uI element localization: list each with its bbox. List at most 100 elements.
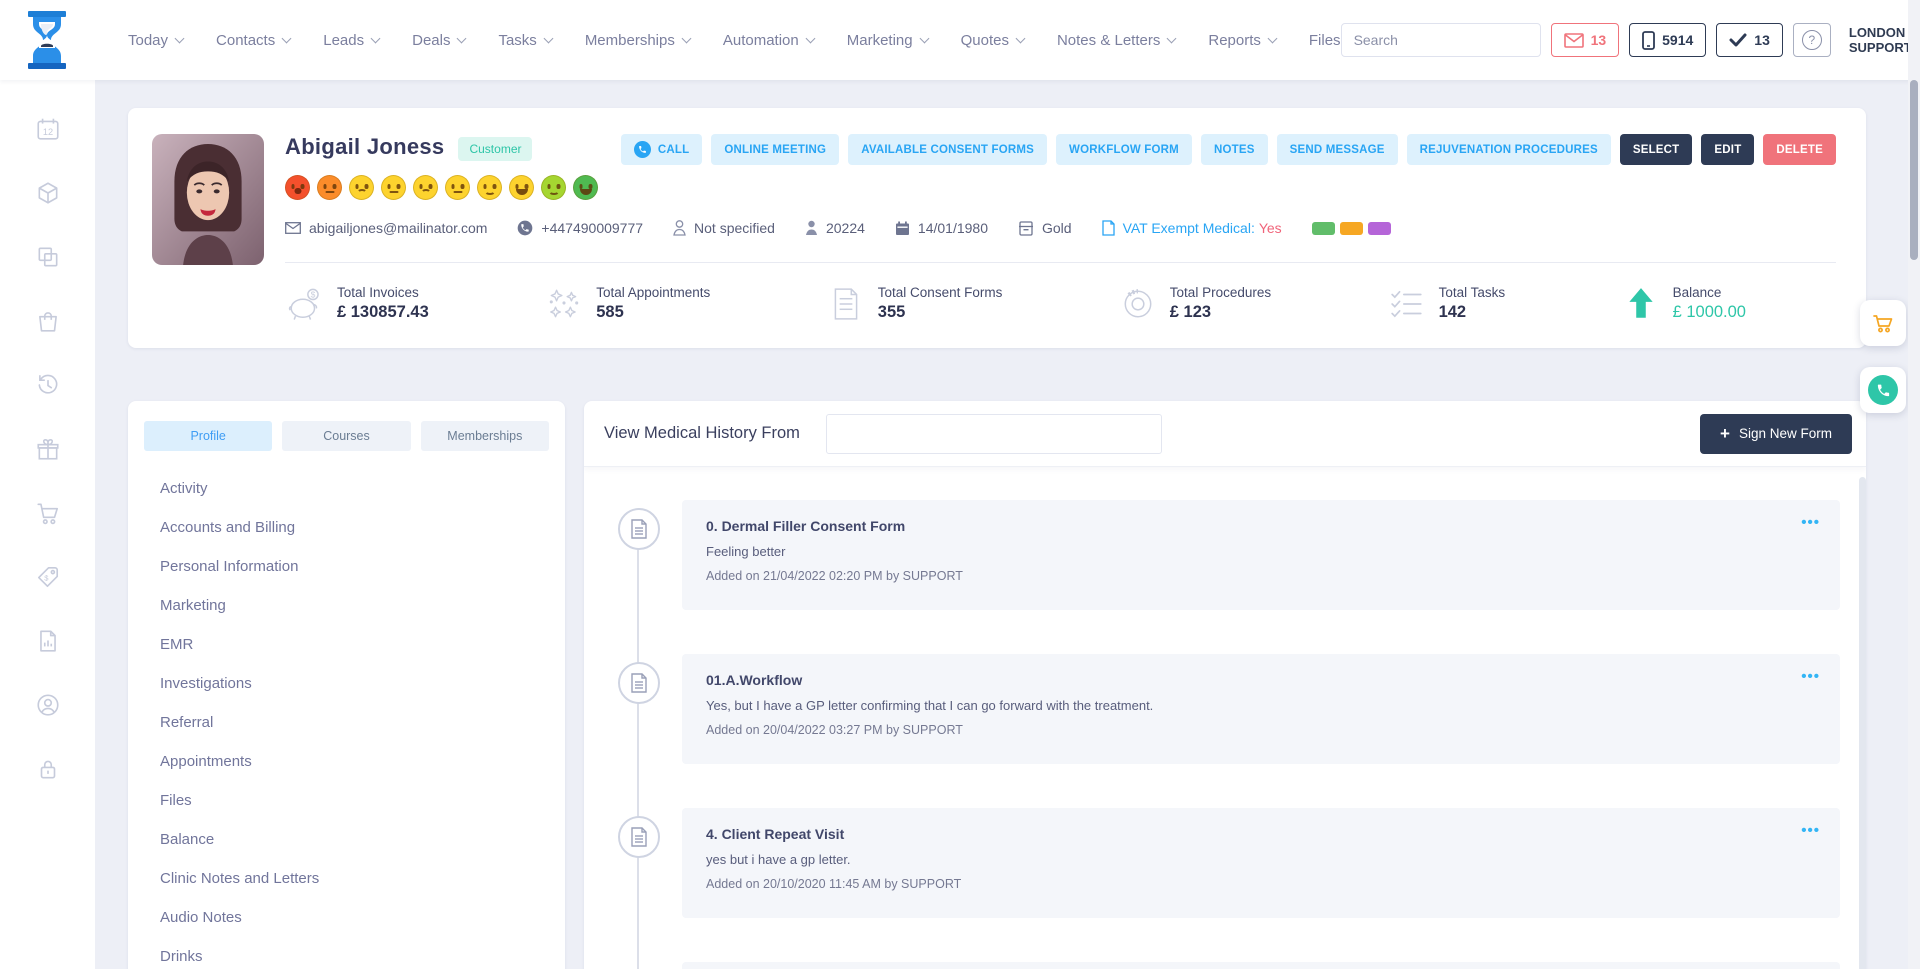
profile-menu: Activity Accounts and Billing Personal I… (144, 469, 549, 969)
chevron-down-icon (543, 33, 554, 43)
history-card[interactable]: 01.A.Workflow ••• Yes, but I have a GP l… (682, 654, 1840, 764)
duplicate-icon[interactable] (35, 244, 61, 270)
nav-deals[interactable]: Deals (412, 32, 467, 49)
nav-contacts[interactable]: Contacts (216, 32, 292, 49)
history-card[interactable]: 4. Client Repeat Visit ••• yes but i hav… (682, 808, 1840, 918)
floating-cart-button[interactable] (1860, 300, 1906, 346)
search-input[interactable] (1341, 32, 1540, 48)
price-tag-icon[interactable]: $ (35, 564, 61, 590)
available-consent-forms-button[interactable]: AVAILABLE CONSENT FORMS (848, 134, 1048, 165)
client-email[interactable]: abigailjones@mailinator.com (285, 220, 487, 236)
client-photo[interactable] (152, 134, 264, 265)
timeline-entry: 01.A.Workflow ••• Yes, but I have a GP l… (618, 654, 1840, 764)
scrollbar-thumb[interactable] (1910, 80, 1918, 260)
lock-icon[interactable] (35, 756, 61, 782)
edit-button[interactable]: EDIT (1701, 134, 1755, 165)
client-type-badge: Customer (458, 137, 533, 161)
calendar-icon[interactable]: 12 (35, 116, 61, 142)
history-card[interactable]: 01.A.Workflow ••• (682, 962, 1840, 969)
card-options-button[interactable]: ••• (1801, 514, 1820, 531)
call-button[interactable]: CALL (620, 134, 703, 165)
send-message-button[interactable]: SEND MESSAGE (1276, 134, 1398, 165)
satisfaction-emoji-7[interactable] (477, 175, 502, 200)
label-chip-orange[interactable] (1339, 221, 1363, 235)
satisfaction-emoji-10[interactable] (573, 175, 598, 200)
satisfaction-emoji-2[interactable] (317, 175, 342, 200)
satisfaction-emoji-3[interactable] (349, 175, 374, 200)
tab-profile[interactable]: Profile (144, 421, 273, 451)
nav-tasks[interactable]: Tasks (498, 32, 554, 49)
menu-personal-information[interactable]: Personal Information (160, 558, 299, 575)
nav-notes-letters[interactable]: Notes & Letters (1057, 32, 1177, 49)
delete-button[interactable]: DELETE (1763, 134, 1836, 165)
menu-emr[interactable]: EMR (160, 636, 194, 653)
tab-courses[interactable]: Courses (282, 421, 411, 451)
page-scrollbar[interactable] (1908, 0, 1920, 969)
menu-marketing[interactable]: Marketing (160, 597, 226, 614)
gift-icon[interactable] (35, 436, 61, 462)
card-options-button[interactable]: ••• (1801, 822, 1820, 839)
report-document-icon[interactable] (35, 628, 61, 654)
nav-leads[interactable]: Leads (323, 32, 381, 49)
client-id: 20224 (805, 220, 865, 236)
card-options-button[interactable]: ••• (1801, 668, 1820, 685)
rejuvenation-procedures-button[interactable]: REJUVENATION PROCEDURES (1406, 134, 1611, 165)
shopping-bag-icon[interactable] (35, 308, 61, 334)
mail-inbox-button[interactable]: 13 (1550, 23, 1620, 57)
nav-quotes[interactable]: Quotes (961, 32, 1026, 49)
label-chip-green[interactable] (1311, 221, 1335, 235)
history-icon[interactable] (35, 372, 61, 398)
menu-activity[interactable]: Activity (160, 480, 208, 497)
online-meeting-button[interactable]: ONLINE MEETING (711, 134, 840, 165)
select-button[interactable]: SELECT (1619, 134, 1693, 165)
panel-scrollbar[interactable] (1859, 477, 1866, 969)
satisfaction-emoji-9[interactable] (541, 175, 566, 200)
nav-today[interactable]: Today (128, 32, 185, 49)
client-phone[interactable]: +447490009777 (517, 220, 643, 236)
products-cube-icon[interactable] (35, 180, 61, 206)
menu-files[interactable]: Files (160, 792, 192, 809)
satisfaction-emoji-1[interactable] (285, 175, 310, 200)
history-from-date-input[interactable] (825, 413, 1162, 454)
menu-appointments[interactable]: Appointments (160, 753, 252, 770)
app-logo-icon[interactable] (24, 11, 70, 69)
satisfaction-emoji-6[interactable] (445, 175, 470, 200)
nav-files[interactable]: Files (1308, 31, 1341, 49)
help-button[interactable]: ? (1792, 23, 1831, 57)
label-chip-purple[interactable] (1367, 221, 1391, 235)
form-document-icon (828, 286, 864, 322)
sign-new-form-button[interactable]: + Sign New Form (1700, 413, 1852, 454)
nav-marketing[interactable]: Marketing (847, 32, 930, 49)
notes-button[interactable]: NOTES (1200, 134, 1268, 165)
history-card[interactable]: 0. Dermal Filler Consent Form ••• Feelin… (682, 500, 1840, 610)
nav-memberships[interactable]: Memberships (585, 32, 692, 49)
client-vat-exempt: VAT Exempt Medical: Yes (1101, 220, 1282, 236)
menu-clinic-notes-letters[interactable]: Clinic Notes and Letters (160, 870, 320, 887)
sms-button[interactable]: 5914 (1629, 23, 1707, 57)
satisfaction-emoji-5[interactable] (413, 175, 438, 200)
stats-divider (285, 262, 1836, 263)
menu-balance[interactable]: Balance (160, 831, 215, 848)
nav-automation[interactable]: Automation (723, 32, 816, 49)
tab-memberships[interactable]: Memberships (420, 421, 549, 451)
confetti-icon (546, 286, 582, 322)
sms-count-badge: 5914 (1662, 32, 1694, 48)
mail-count-badge: 13 (1590, 32, 1607, 48)
workflow-form-button[interactable]: WORKFLOW FORM (1056, 134, 1192, 165)
floating-call-button[interactable] (1860, 367, 1906, 413)
cart-icon[interactable] (35, 500, 61, 526)
menu-audio-notes[interactable]: Audio Notes (160, 909, 242, 926)
menu-investigations[interactable]: Investigations (160, 675, 252, 692)
tasks-button[interactable]: 13 (1716, 23, 1783, 57)
menu-referral[interactable]: Referral (160, 714, 214, 731)
account-icon[interactable] (35, 692, 61, 718)
satisfaction-emoji-4[interactable] (381, 175, 406, 200)
timeline-entry: 0. Dermal Filler Consent Form ••• Feelin… (618, 500, 1840, 610)
nav-reports[interactable]: Reports (1208, 32, 1278, 49)
menu-drinks[interactable]: Drinks (160, 948, 203, 965)
stat-total-tasks: Total Tasks 142 (1389, 285, 1505, 322)
svg-text:$: $ (44, 573, 49, 582)
client-labels (1311, 221, 1391, 235)
satisfaction-emoji-8[interactable] (509, 175, 534, 200)
menu-accounts-billing[interactable]: Accounts and Billing (160, 519, 296, 536)
